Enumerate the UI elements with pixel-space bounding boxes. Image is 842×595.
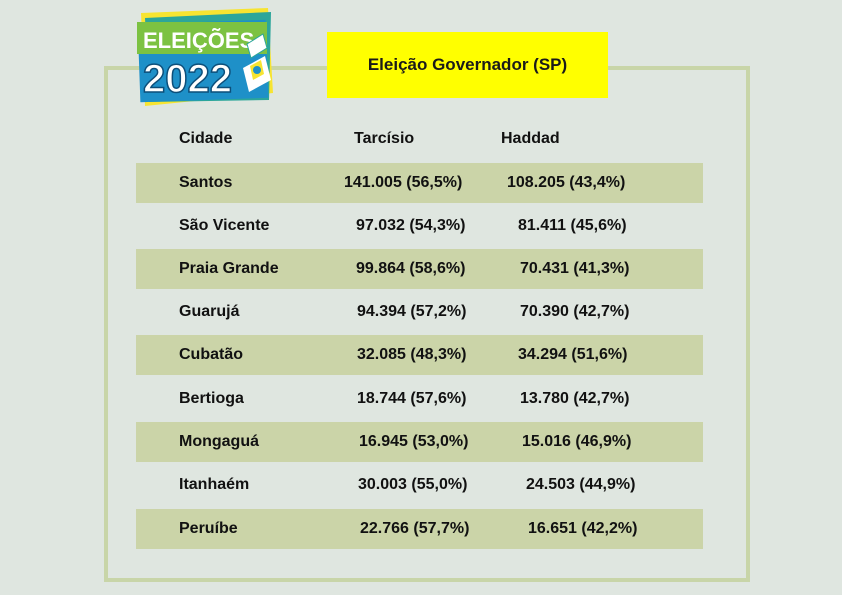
cell-haddad: 13.780 (42,7%): [520, 390, 630, 407]
cell-tarcisio: 16.945 (53,0%): [359, 433, 469, 450]
table-row: Peruíbe 22.766 (57,7%) 16.651 (42,2%): [136, 509, 703, 549]
cell-tarcisio: 97.032 (54,3%): [356, 217, 466, 234]
cell-haddad: 24.503 (44,9%): [526, 476, 636, 493]
cell-city: Praia Grande: [179, 260, 279, 277]
column-header-city: Cidade: [179, 130, 233, 147]
cell-city: Santos: [179, 174, 233, 191]
cell-city: Guarujá: [179, 303, 240, 320]
ballot-box-icon: [243, 33, 271, 92]
logo-graphic: ELEIÇÕES 2022: [137, 8, 273, 106]
cell-tarcisio: 141.005 (56,5%): [344, 174, 463, 191]
title-box: Eleição Governador (SP): [327, 32, 608, 98]
cell-haddad: 34.294 (51,6%): [518, 346, 628, 363]
table-row: Santos 141.005 (56,5%) 108.205 (43,4%): [136, 163, 703, 203]
table-header: Cidade Tarcísio Haddad: [0, 130, 842, 150]
table-row: Praia Grande 99.864 (58,6%) 70.431 (41,3%): [136, 249, 703, 289]
table-row: Bertioga 18.744 (57,6%) 13.780 (42,7%): [136, 379, 703, 419]
table-row: São Vicente 97.032 (54,3%) 81.411 (45,6%): [136, 206, 703, 246]
table-row: Guarujá 94.394 (57,2%) 70.390 (42,7%): [136, 292, 703, 332]
cell-city: Mongaguá: [179, 433, 259, 450]
cell-city: São Vicente: [179, 217, 270, 234]
cell-haddad: 108.205 (43,4%): [507, 174, 626, 191]
elections-2022-logo: ELEIÇÕES 2022: [133, 8, 278, 108]
table-row: Itanhaém 30.003 (55,0%) 24.503 (44,9%): [136, 465, 703, 505]
logo-line1: ELEIÇÕES: [143, 28, 254, 53]
cell-tarcisio: 99.864 (58,6%): [356, 260, 466, 277]
cell-haddad: 70.431 (41,3%): [520, 260, 630, 277]
table-row: Mongaguá 16.945 (53,0%) 15.016 (46,9%): [136, 422, 703, 462]
cell-city: Cubatão: [179, 346, 243, 363]
cell-tarcisio: 32.085 (48,3%): [357, 346, 467, 363]
cell-haddad: 81.411 (45,6%): [518, 217, 627, 234]
cell-city: Bertioga: [179, 390, 244, 407]
cell-haddad: 16.651 (42,2%): [528, 520, 638, 537]
table-row: Cubatão 32.085 (48,3%) 34.294 (51,6%): [136, 335, 703, 375]
cell-tarcisio: 18.744 (57,6%): [357, 390, 467, 407]
column-header-haddad: Haddad: [501, 130, 560, 147]
page-title: Eleição Governador (SP): [367, 55, 568, 74]
cell-haddad: 70.390 (42,7%): [520, 303, 630, 320]
cell-tarcisio: 94.394 (57,2%): [357, 303, 467, 320]
cell-city: Itanhaém: [179, 476, 250, 493]
cell-tarcisio: 30.003 (55,0%): [358, 476, 468, 493]
cell-haddad: 15.016 (46,9%): [522, 433, 632, 450]
cell-tarcisio: 22.766 (57,7%): [360, 520, 470, 537]
logo-line2: 2022: [143, 57, 232, 101]
column-header-tarcisio: Tarcísio: [354, 130, 415, 147]
cell-city: Peruíbe: [179, 520, 238, 537]
